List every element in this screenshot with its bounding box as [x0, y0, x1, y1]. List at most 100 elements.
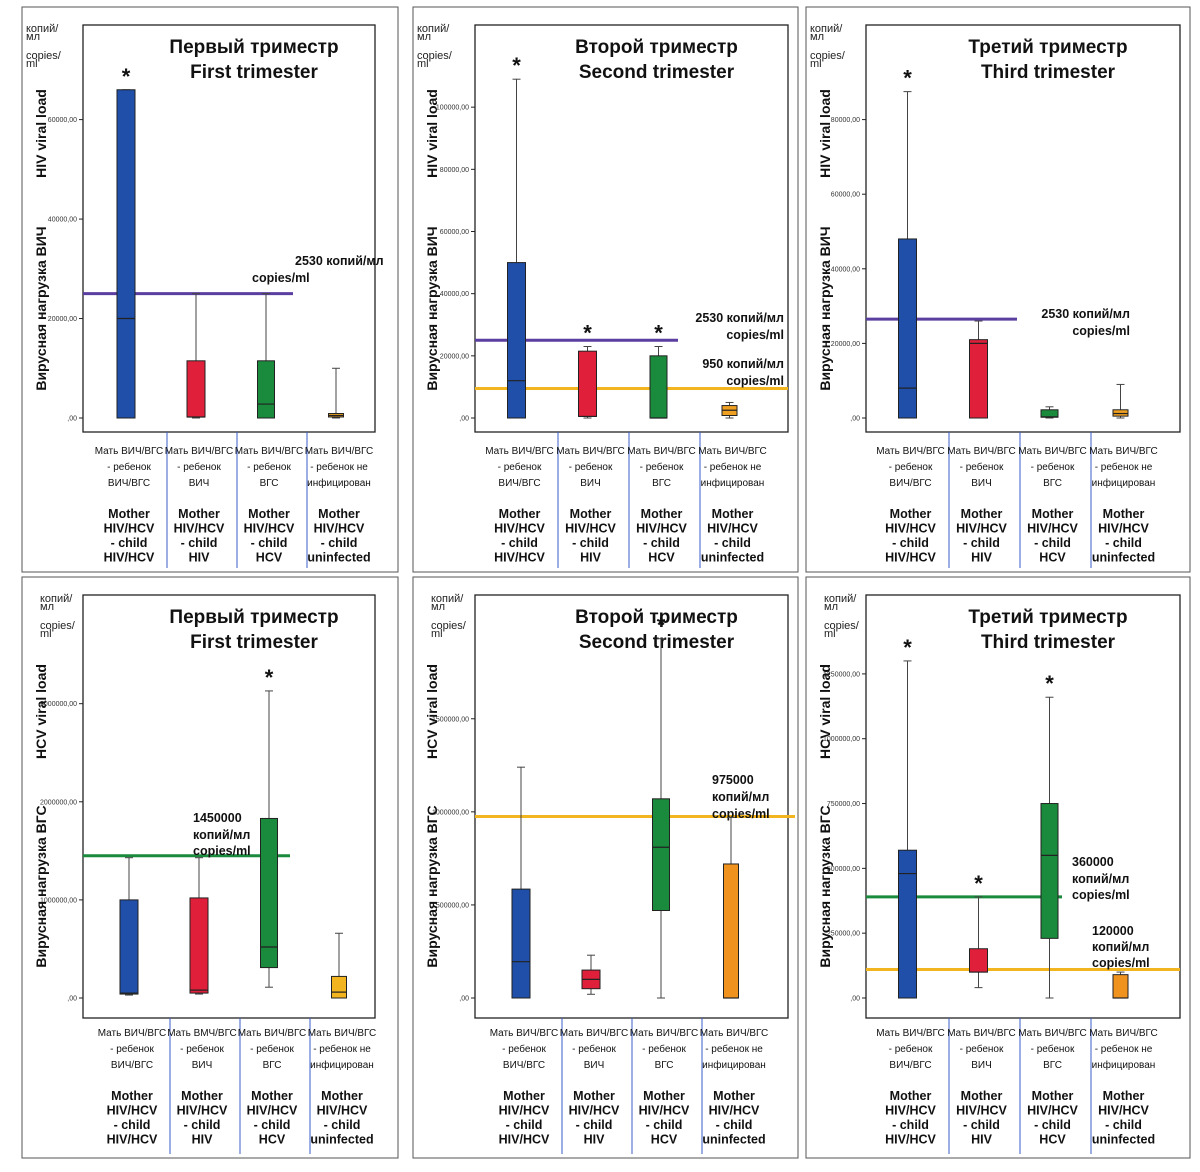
category-label-ru: Мать ВИЧ/ВГС — [1089, 1028, 1158, 1039]
category-label-ru: - ребенок — [250, 1043, 294, 1055]
category-label-en: HIV — [189, 551, 211, 565]
category-label-ru: - ребенок — [572, 1043, 616, 1055]
category-label-en: - child — [963, 536, 1000, 550]
significance-star: * — [122, 64, 131, 89]
category-label-en: Mother — [641, 507, 683, 521]
category-label-en: HIV — [192, 1133, 214, 1147]
category-label-ru: - ребенок — [1031, 1043, 1075, 1055]
y-tick-label: 20000,00 — [831, 341, 860, 348]
chart-title-ru: Первый триместр — [169, 607, 338, 628]
y-tick-label: 1250000,00 — [823, 671, 860, 678]
category-label-ru: - ребенок не — [1095, 1043, 1153, 1055]
category-label-en: Mother — [321, 1089, 363, 1103]
unit-label: copies/ — [26, 50, 62, 62]
category-label-ru: инфицирован — [1092, 1059, 1156, 1071]
chart-panel: ,00 20000,00 40000,00 60000,00 80000,00 10000… — [412, 6, 799, 573]
y-axis-label-ru: Вирусная нагрузка ВГС — [817, 805, 833, 967]
category-label-en: Mother — [251, 1089, 293, 1103]
y-axis-label-en: HCV viral load — [817, 664, 833, 759]
y-axis-label-ru: Вирусная нагрузка ВГС — [33, 805, 49, 967]
category-label-en: HCV — [259, 1133, 286, 1147]
chart-title-ru: Второй триместр — [575, 37, 738, 58]
category-label-ru: Мать ВИЧ/ВГС — [947, 1028, 1016, 1039]
category-label-en: HCV — [256, 551, 283, 565]
category-label-ru: инфицирован — [701, 477, 765, 489]
category-label-ru: Мать ВИЧ/ВГС — [627, 446, 696, 457]
y-tick-label: 40000,00 — [440, 291, 469, 298]
category-label-en: Mother — [1032, 1089, 1074, 1103]
category-label-en: HIV/HCV — [569, 1104, 620, 1118]
category-label-en: Mother — [570, 507, 612, 521]
box — [969, 948, 988, 973]
significance-star: * — [903, 635, 912, 660]
category-label-en: Mother — [890, 1089, 932, 1103]
y-tick-label: 60000,00 — [440, 229, 469, 236]
category-label-ru: ВИЧ — [189, 478, 210, 489]
category-label-ru: - ребенок — [889, 461, 933, 473]
category-label-en: uninfected — [1092, 1133, 1155, 1147]
y-tick-label: ,00 — [850, 996, 860, 1003]
category-label-ru: Мать ВИЧ/ВГС — [490, 1028, 559, 1039]
y-axis-label-ru: Вирусная нагрузка ВИЧ — [424, 226, 440, 390]
category-label-ru: - ребенок — [642, 1043, 686, 1055]
category-label-en: Mother — [178, 507, 220, 521]
category-label-ru: Мать ВМЧ/ВГС — [167, 1028, 237, 1039]
unit-label: мл — [824, 601, 838, 613]
category-label-ru: ВГС — [1043, 478, 1062, 489]
box — [1040, 803, 1059, 939]
category-label-ru: Мать ВИЧ/ВГС — [698, 446, 767, 457]
category-label-ru: - ребенок — [498, 461, 542, 473]
chart-panel: ,00 1000000,00 2000000,00 3000000,00 копий/м… — [21, 576, 399, 1159]
unit-label: ml — [40, 628, 52, 640]
y-axis-label: Вирусная нагрузка ВИЧ HIV viral load — [424, 89, 440, 391]
reference-label: копий/мл — [1072, 872, 1129, 886]
unit-label: мл — [26, 31, 40, 43]
category-label-ru: ВГС — [263, 1060, 282, 1071]
category-label-en: - child — [501, 536, 538, 550]
category-label-ru: Мать ВИЧ/ВГС — [1018, 1028, 1087, 1039]
chart-title-ru: Третий триместр — [968, 607, 1127, 628]
category-label-en: HIV/HCV — [1098, 1104, 1149, 1118]
category-label-en: uninfected — [310, 1133, 373, 1147]
reference-label: копий/мл — [1092, 940, 1149, 954]
unit-label: копий/ — [431, 593, 464, 605]
y-axis-label: Вирусная нагрузка ВИЧ HIV viral load — [817, 89, 833, 391]
panel-frame — [412, 576, 799, 1159]
category-label-en: HIV/HCV — [885, 1104, 936, 1118]
box — [578, 350, 597, 417]
box — [507, 262, 526, 419]
category-label-ru: Мать ВИЧ/ВГС — [876, 1028, 945, 1039]
category-label-en: HCV — [648, 551, 675, 565]
y-axis-label-ru: Вирусная нагрузка ВИЧ — [33, 226, 49, 390]
category-label-en: HIV/HCV — [317, 1104, 368, 1118]
category-label-en: Mother — [961, 1089, 1003, 1103]
category-label-en: HIV/HCV — [494, 551, 545, 565]
category-label-en: HIV/HCV — [1027, 1104, 1078, 1118]
category-label-en: HIV/HCV — [177, 1104, 228, 1118]
category-label-ru: ВИЧ — [584, 1060, 605, 1071]
y-tick-label: 60000,00 — [831, 192, 860, 199]
chart-title-ru: Второй триместр — [575, 607, 738, 628]
chart-panel: ,00 500000,00 1000000,00 1500000,00 копий/мл… — [412, 576, 799, 1159]
category-label-ru: - ребенок не — [705, 1043, 763, 1055]
unit-label: ml — [431, 628, 443, 640]
category-label-ru: Мать ВИЧ/ВГС — [308, 1028, 377, 1039]
reference-label: 950 копий/мл — [702, 357, 784, 371]
reference-label: copies/ml — [726, 374, 784, 388]
y-axis-label-en: HIV viral load — [33, 89, 49, 178]
category-label-ru: ВИЧ/ВГС — [108, 478, 150, 489]
chart-title-en: Second trimester — [579, 62, 735, 83]
category-label-en: Mother — [318, 507, 360, 521]
category-label-en: HCV — [1039, 1133, 1066, 1147]
unit-label: копий/ — [40, 593, 73, 605]
category-label-en: HIV/HCV — [499, 1133, 550, 1147]
unit-label: copies/ — [417, 50, 453, 62]
unit-label: копий/ — [26, 23, 59, 35]
y-tick-label: 1500000,00 — [432, 716, 469, 723]
category-label-en: Mother — [643, 1089, 685, 1103]
category-label-en: Mother — [108, 507, 150, 521]
chart-panel: ,00 250000,00 500000,00 750000,00 1000000,00… — [805, 576, 1191, 1159]
category-label-ru: - ребенок — [960, 1043, 1004, 1055]
category-label-ru: Мать ВИЧ/ВГС — [98, 1028, 167, 1039]
unit-label: ml — [810, 58, 822, 70]
